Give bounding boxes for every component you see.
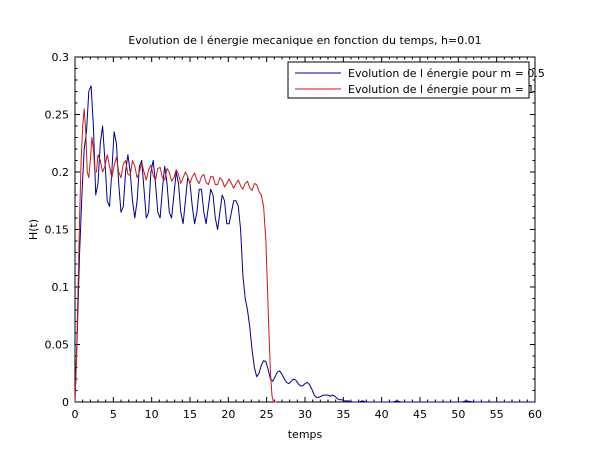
x-tick-label: 0 [72,408,79,421]
x-tick-label: 40 [375,408,389,421]
y-tick-label: 0.15 [45,224,70,237]
x-tick-label: 30 [298,408,312,421]
legend-box [287,61,530,99]
x-tick-label: 10 [145,408,159,421]
y-tick-label: 0.1 [52,281,70,294]
axis-ticks: 0 5 10 15 20 25 30 35 40 45 50 55 60 0 0.05 0.1 0.15 0.2 0… [45,51,543,421]
plot-area [74,56,536,403]
y-tick-label: 0.3 [52,51,70,64]
y-tick-label: 0.2 [52,166,70,179]
legend-label-2: Evolution de l énergie pour m = 1 [348,83,534,96]
y-axis-label: H(t) [27,219,40,240]
x-tick-label: 60 [528,408,542,421]
x-tick-label: 20 [221,408,235,421]
legend: Evolution de l énergie pour m = 0.5 Evolu… [287,61,545,99]
chart-title: Evolution de l énergie mecanique en fonc… [128,34,481,47]
y-tick-label: 0.25 [45,109,70,122]
y-tick-label: 0 [62,396,69,409]
x-axis-label: temps [288,428,323,441]
x-tick-label: 15 [183,408,197,421]
series-lines [74,85,535,403]
x-tick-label: 50 [451,408,465,421]
series-line-1 [74,85,535,403]
x-tick-label: 25 [260,408,274,421]
series-line-2 [74,108,277,403]
y-tick-label: 0.05 [45,339,70,352]
x-tick-label: 5 [110,408,117,421]
x-tick-label: 45 [413,408,427,421]
legend-label-1: Evolution de l énergie pour m = 0.5 [348,67,545,80]
x-tick-label: 35 [336,408,350,421]
x-tick-label: 55 [490,408,504,421]
